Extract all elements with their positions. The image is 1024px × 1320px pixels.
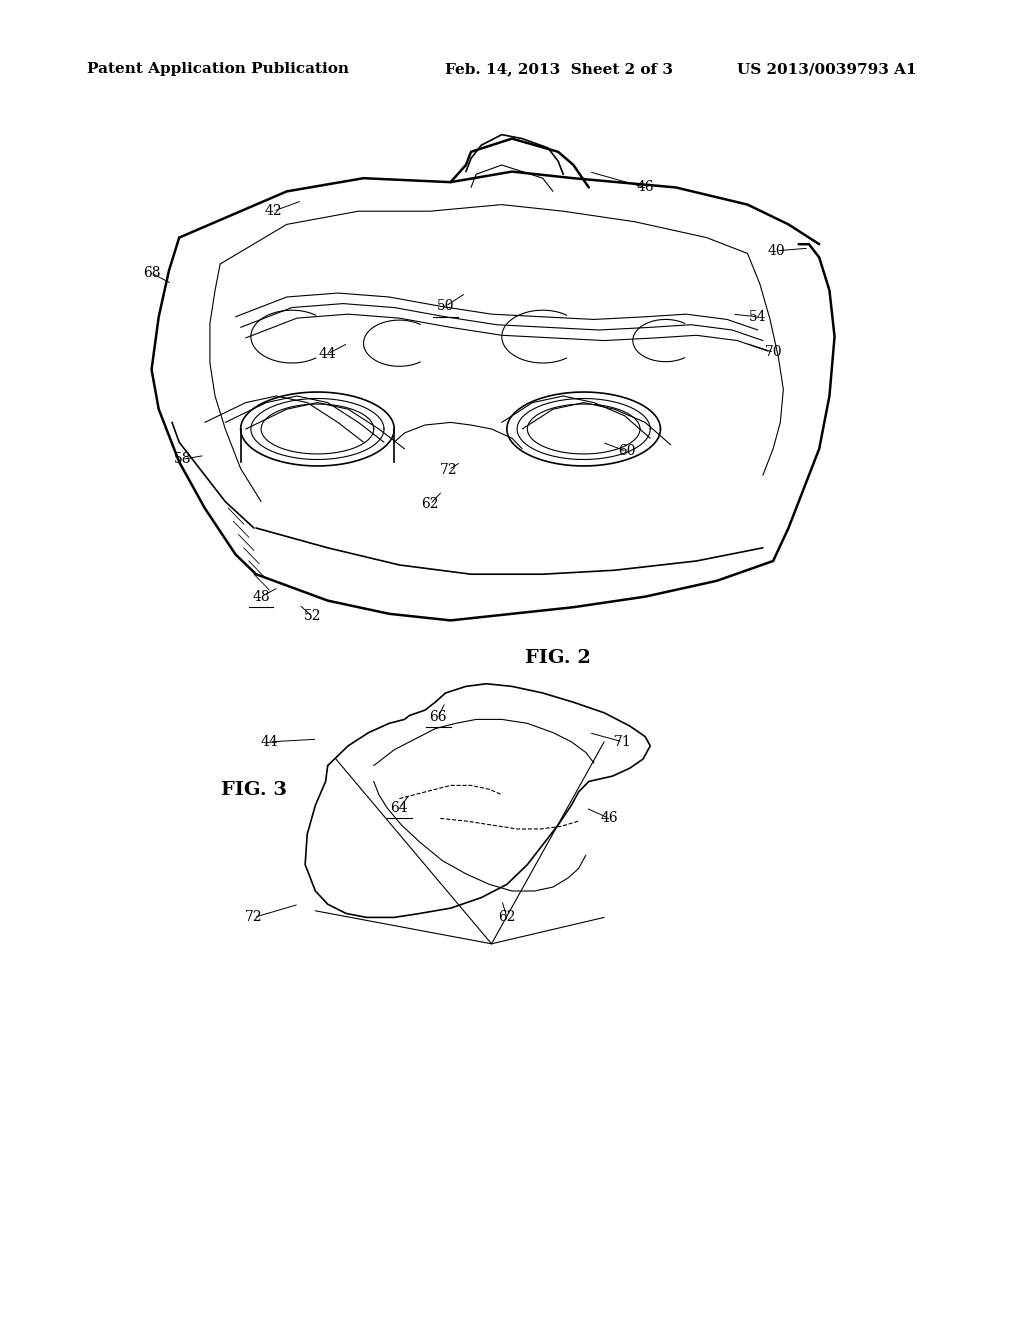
- Text: 64: 64: [390, 801, 409, 814]
- Text: 68: 68: [142, 267, 161, 280]
- Text: 46: 46: [600, 812, 618, 825]
- Text: 60: 60: [617, 445, 636, 458]
- Text: 71: 71: [613, 735, 632, 748]
- Text: US 2013/0039793 A1: US 2013/0039793 A1: [737, 62, 916, 77]
- Text: 52: 52: [303, 610, 322, 623]
- Text: 42: 42: [264, 205, 283, 218]
- Text: FIG. 2: FIG. 2: [525, 649, 591, 668]
- Text: 54: 54: [749, 310, 767, 323]
- Text: 72: 72: [245, 911, 263, 924]
- Text: 48: 48: [252, 590, 270, 603]
- Text: FIG. 3: FIG. 3: [221, 781, 287, 800]
- Text: 58: 58: [173, 453, 191, 466]
- Text: Feb. 14, 2013  Sheet 2 of 3: Feb. 14, 2013 Sheet 2 of 3: [445, 62, 674, 77]
- Text: 70: 70: [765, 346, 783, 359]
- Text: 40: 40: [767, 244, 785, 257]
- Text: 66: 66: [429, 710, 447, 723]
- Text: 44: 44: [318, 347, 337, 360]
- Text: 62: 62: [421, 498, 439, 511]
- Text: 50: 50: [436, 300, 455, 313]
- Text: 62: 62: [498, 911, 516, 924]
- Text: Patent Application Publication: Patent Application Publication: [87, 62, 349, 77]
- Text: 72: 72: [439, 463, 458, 477]
- Text: 46: 46: [636, 181, 654, 194]
- Text: 44: 44: [260, 735, 279, 748]
